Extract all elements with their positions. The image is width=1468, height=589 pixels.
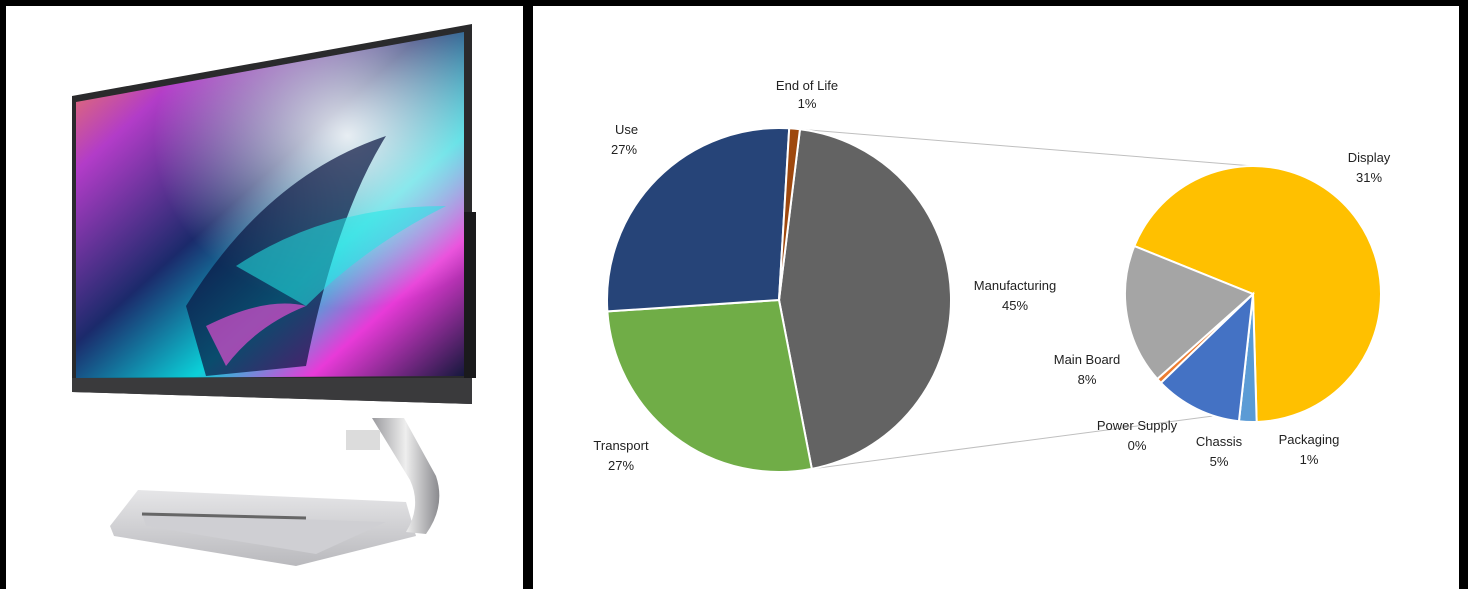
pie-slice-manufacturing bbox=[777, 128, 953, 471]
connector-line-top bbox=[799, 128, 1254, 167]
label-power-supply-name: Power Supply bbox=[1097, 418, 1178, 433]
label-main-board-name: Main Board bbox=[1054, 352, 1120, 367]
label-manufacturing-pct: 45% bbox=[1002, 298, 1028, 313]
label-manufacturing-name: Manufacturing bbox=[974, 278, 1056, 293]
label-power-supply-pct: 0% bbox=[1128, 438, 1147, 453]
product-image-panel bbox=[6, 6, 523, 589]
label-display-name: Display bbox=[1348, 150, 1391, 165]
label-end-of-life-pct: 1% bbox=[798, 96, 817, 111]
chart-panel: End of Life 1% Use 27% Manufacturing 45%… bbox=[533, 6, 1459, 589]
label-main-board-pct: 8% bbox=[1078, 372, 1097, 387]
main-pie bbox=[606, 126, 953, 473]
breakdown-slice-main-board bbox=[1124, 244, 1255, 381]
label-packaging-pct: 1% bbox=[1300, 452, 1319, 467]
label-display-pct: 31% bbox=[1356, 170, 1382, 185]
label-chassis-name: Chassis bbox=[1196, 434, 1243, 449]
bar-of-pie-chart: End of Life 1% Use 27% Manufacturing 45%… bbox=[593, 78, 1391, 473]
label-transport-pct: 27% bbox=[608, 458, 634, 473]
breakdown-pie bbox=[1124, 165, 1382, 424]
monitor-illustration bbox=[72, 24, 476, 566]
breakdown-slice-chassis bbox=[1159, 291, 1255, 423]
label-packaging-name: Packaging bbox=[1279, 432, 1340, 447]
label-use-pct: 27% bbox=[611, 142, 637, 157]
label-transport-name: Transport bbox=[593, 438, 649, 453]
pie-slice-use bbox=[606, 126, 791, 313]
label-use-name: Use bbox=[615, 122, 638, 137]
breakdown-slice-display bbox=[1133, 165, 1382, 423]
connector-line-bottom bbox=[811, 415, 1214, 470]
pie-slice-end-of-life bbox=[778, 127, 802, 301]
label-chassis-pct: 5% bbox=[1210, 454, 1229, 469]
connector-lines bbox=[799, 128, 1254, 470]
label-end-of-life-name: End of Life bbox=[776, 78, 838, 93]
pie-slice-transport bbox=[606, 298, 813, 473]
